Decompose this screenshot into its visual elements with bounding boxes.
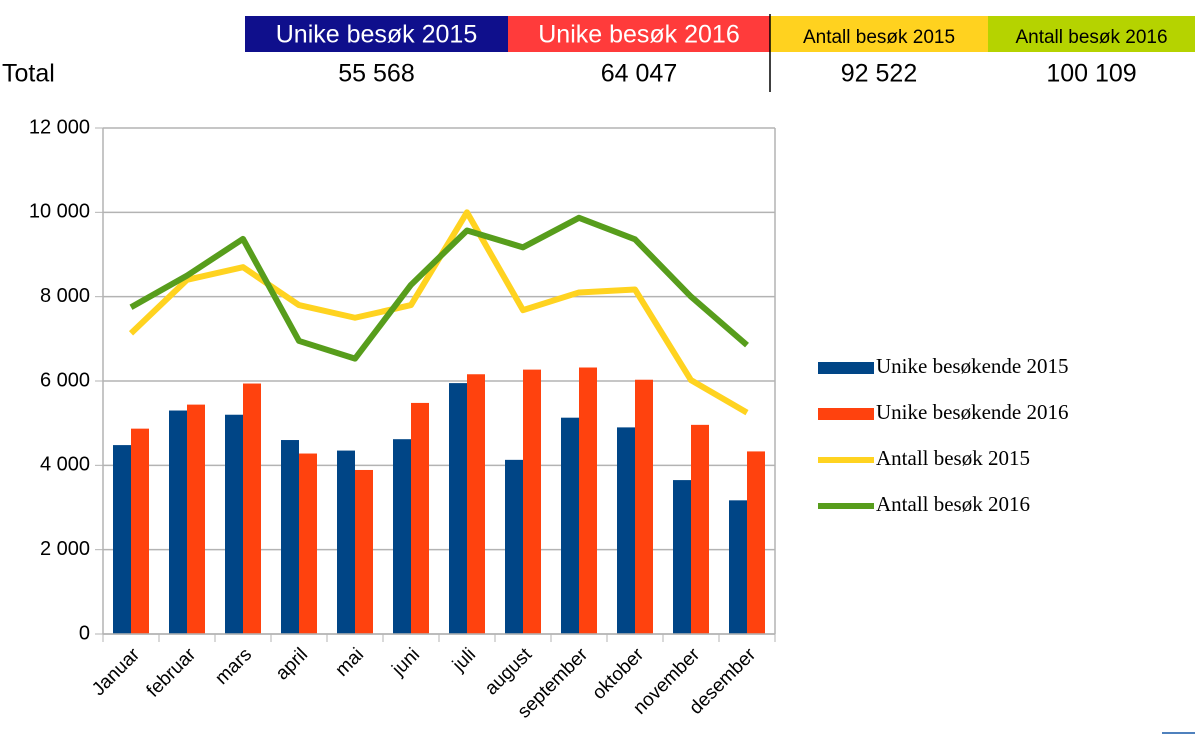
bar	[169, 410, 187, 634]
header-cell	[770, 16, 988, 52]
x-tick-label: Januar	[88, 644, 144, 700]
legend-label: Antall besøk 2016	[876, 492, 1030, 516]
x-tick-label: april	[272, 644, 312, 684]
x-tick-label: mars	[211, 644, 256, 689]
bar	[729, 500, 747, 634]
y-tick-label: 6 000	[40, 369, 90, 391]
bar	[467, 374, 485, 634]
header-cell	[988, 16, 1195, 52]
bar	[505, 459, 523, 634]
header-text: Antall besøk 2016	[1015, 27, 1167, 48]
bar	[617, 427, 635, 634]
x-tick-label: mai	[332, 644, 369, 681]
header-text: Unike besøk 2016	[538, 21, 740, 49]
y-tick-label: 10 000	[29, 201, 90, 223]
legend-label: Unike besøkende 2015	[876, 354, 1068, 378]
legend-label: Antall besøk 2015	[876, 446, 1030, 470]
y-tick-label: 8 000	[40, 285, 90, 307]
y-tick-label: 2 000	[40, 538, 90, 560]
bar	[393, 439, 411, 634]
bar	[523, 369, 541, 634]
bar	[411, 402, 429, 634]
x-tick-label: juli	[448, 644, 480, 676]
bar	[337, 450, 355, 634]
y-tick-label: 0	[79, 622, 90, 644]
header-cell	[245, 16, 508, 52]
bar	[449, 383, 467, 634]
header-cell	[508, 16, 770, 52]
legend-swatch	[818, 362, 874, 374]
header-text: Unike besøk 2015	[276, 21, 478, 49]
row-value: 92 522	[841, 60, 917, 88]
bar	[113, 445, 131, 634]
bar	[187, 404, 205, 634]
bar	[299, 453, 317, 634]
row-value: 55 568	[338, 60, 414, 88]
legend-swatch	[818, 408, 874, 420]
bar	[579, 367, 597, 634]
y-tick-label: 4 000	[40, 454, 90, 476]
bar	[747, 451, 765, 634]
legend-label: Unike besøkende 2016	[876, 400, 1068, 424]
row-label: Total	[2, 60, 55, 88]
x-tick-label: februar	[143, 644, 201, 702]
header-text: Antall besøk 2015	[803, 27, 955, 48]
bar	[243, 383, 261, 634]
row-value: 64 047	[601, 60, 677, 88]
bar	[691, 424, 709, 634]
row-value: 100 109	[1046, 60, 1136, 88]
bar	[281, 440, 299, 634]
bar	[131, 428, 149, 634]
bar	[561, 417, 579, 634]
y-tick-label: 12 000	[29, 116, 90, 138]
line	[129, 214, 749, 362]
bar	[635, 379, 653, 634]
x-tick-label: juni	[388, 644, 424, 680]
x-tick-label: august	[481, 644, 537, 700]
bar	[355, 469, 373, 634]
line	[128, 209, 749, 416]
bar	[225, 414, 243, 634]
bar	[673, 480, 691, 634]
